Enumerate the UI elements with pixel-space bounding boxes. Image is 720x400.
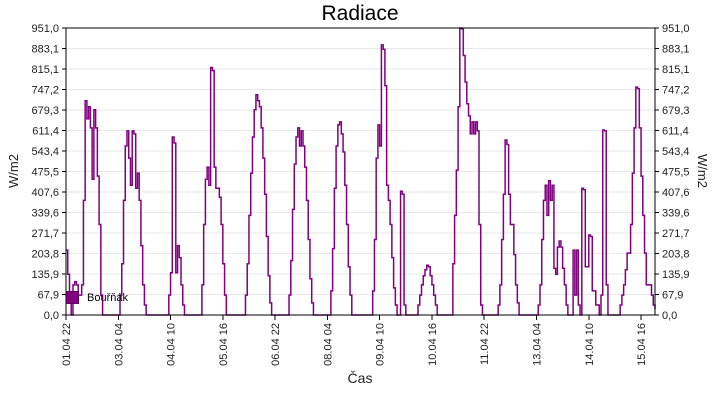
- chart-title: Radiace: [321, 2, 399, 25]
- y-axis-label-left: W/m2: [6, 154, 21, 188]
- svg-text:06.04 22: 06.04 22: [270, 323, 282, 366]
- svg-text:0,0: 0,0: [44, 310, 59, 322]
- svg-text:407,6: 407,6: [31, 187, 59, 199]
- svg-text:271,7: 271,7: [31, 228, 59, 240]
- svg-text:08.04 04: 08.04 04: [322, 323, 334, 366]
- svg-text:543,4: 543,4: [662, 146, 690, 158]
- svg-text:475,5: 475,5: [662, 167, 690, 179]
- svg-text:611,4: 611,4: [32, 125, 59, 137]
- x-axis-label: Čas: [347, 370, 373, 386]
- svg-text:611,4: 611,4: [662, 125, 689, 137]
- svg-text:14.04 10: 14.04 10: [584, 323, 596, 366]
- svg-text:11.04 22: 11.04 22: [479, 323, 491, 365]
- svg-text:679,3: 679,3: [31, 105, 59, 117]
- svg-text:01.04 22: 01.04 22: [61, 323, 73, 366]
- svg-text:05.04 16: 05.04 16: [218, 323, 230, 366]
- y-axis-label-right: W/m2: [695, 154, 710, 188]
- svg-text:883,1: 883,1: [662, 43, 690, 55]
- svg-text:03.04 04: 03.04 04: [113, 323, 125, 366]
- svg-text:135,9: 135,9: [31, 269, 59, 281]
- svg-text:951,0: 951,0: [662, 23, 690, 35]
- svg-text:15.04 16: 15.04 16: [636, 323, 648, 366]
- svg-text:951,0: 951,0: [31, 23, 59, 35]
- svg-text:135,9: 135,9: [662, 269, 690, 281]
- svg-text:747,2: 747,2: [31, 85, 59, 97]
- svg-text:475,5: 475,5: [31, 167, 59, 179]
- svg-text:09.04 10: 09.04 10: [375, 323, 387, 366]
- svg-text:67,9: 67,9: [662, 290, 683, 302]
- svg-text:543,4: 543,4: [31, 146, 59, 158]
- svg-text:679,3: 679,3: [662, 105, 690, 117]
- svg-text:815,1: 815,1: [662, 64, 690, 76]
- legend-series-label: Bouřňák: [87, 291, 128, 304]
- svg-text:815,1: 815,1: [31, 64, 59, 76]
- svg-text:10.04 16: 10.04 16: [427, 323, 439, 366]
- svg-text:883,1: 883,1: [31, 43, 59, 55]
- svg-text:747,2: 747,2: [662, 85, 690, 97]
- svg-text:339,6: 339,6: [662, 208, 690, 220]
- svg-text:271,7: 271,7: [662, 228, 690, 240]
- svg-text:13.04 04: 13.04 04: [532, 323, 544, 366]
- svg-text:0,0: 0,0: [662, 310, 677, 322]
- svg-text:407,6: 407,6: [662, 187, 690, 199]
- legend: Bouřňák: [66, 291, 128, 304]
- svg-text:67,9: 67,9: [38, 290, 59, 302]
- svg-text:339,6: 339,6: [31, 208, 59, 220]
- legend-swatch-icon: [66, 291, 79, 304]
- svg-text:203,8: 203,8: [662, 248, 690, 260]
- svg-text:04.04 10: 04.04 10: [166, 323, 178, 366]
- svg-text:203,8: 203,8: [31, 248, 59, 260]
